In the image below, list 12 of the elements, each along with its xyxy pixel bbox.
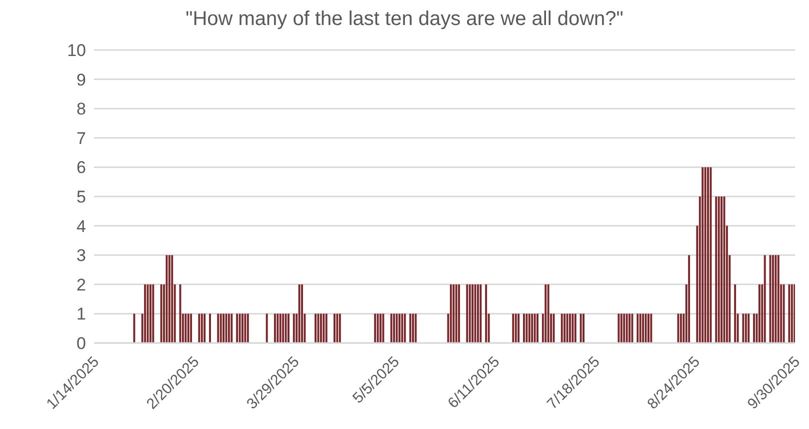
y-tick-label: 2 — [76, 275, 86, 294]
y-tick-label: 7 — [76, 128, 86, 148]
y-tick-label: 9 — [76, 70, 86, 90]
y-tick-label: 0 — [76, 334, 86, 354]
y-tick-label: 5 — [76, 188, 86, 207]
y-tick-label: 10 — [67, 41, 86, 60]
y-tick-label: 4 — [76, 216, 86, 236]
y-tick-label: 8 — [76, 100, 86, 119]
chart-title: "How many of the last ten days are we all down?" — [184, 8, 624, 31]
y-tick-label: 3 — [76, 246, 86, 266]
y-tick-label: 1 — [76, 304, 86, 324]
y-tick-label: 6 — [76, 158, 86, 178]
